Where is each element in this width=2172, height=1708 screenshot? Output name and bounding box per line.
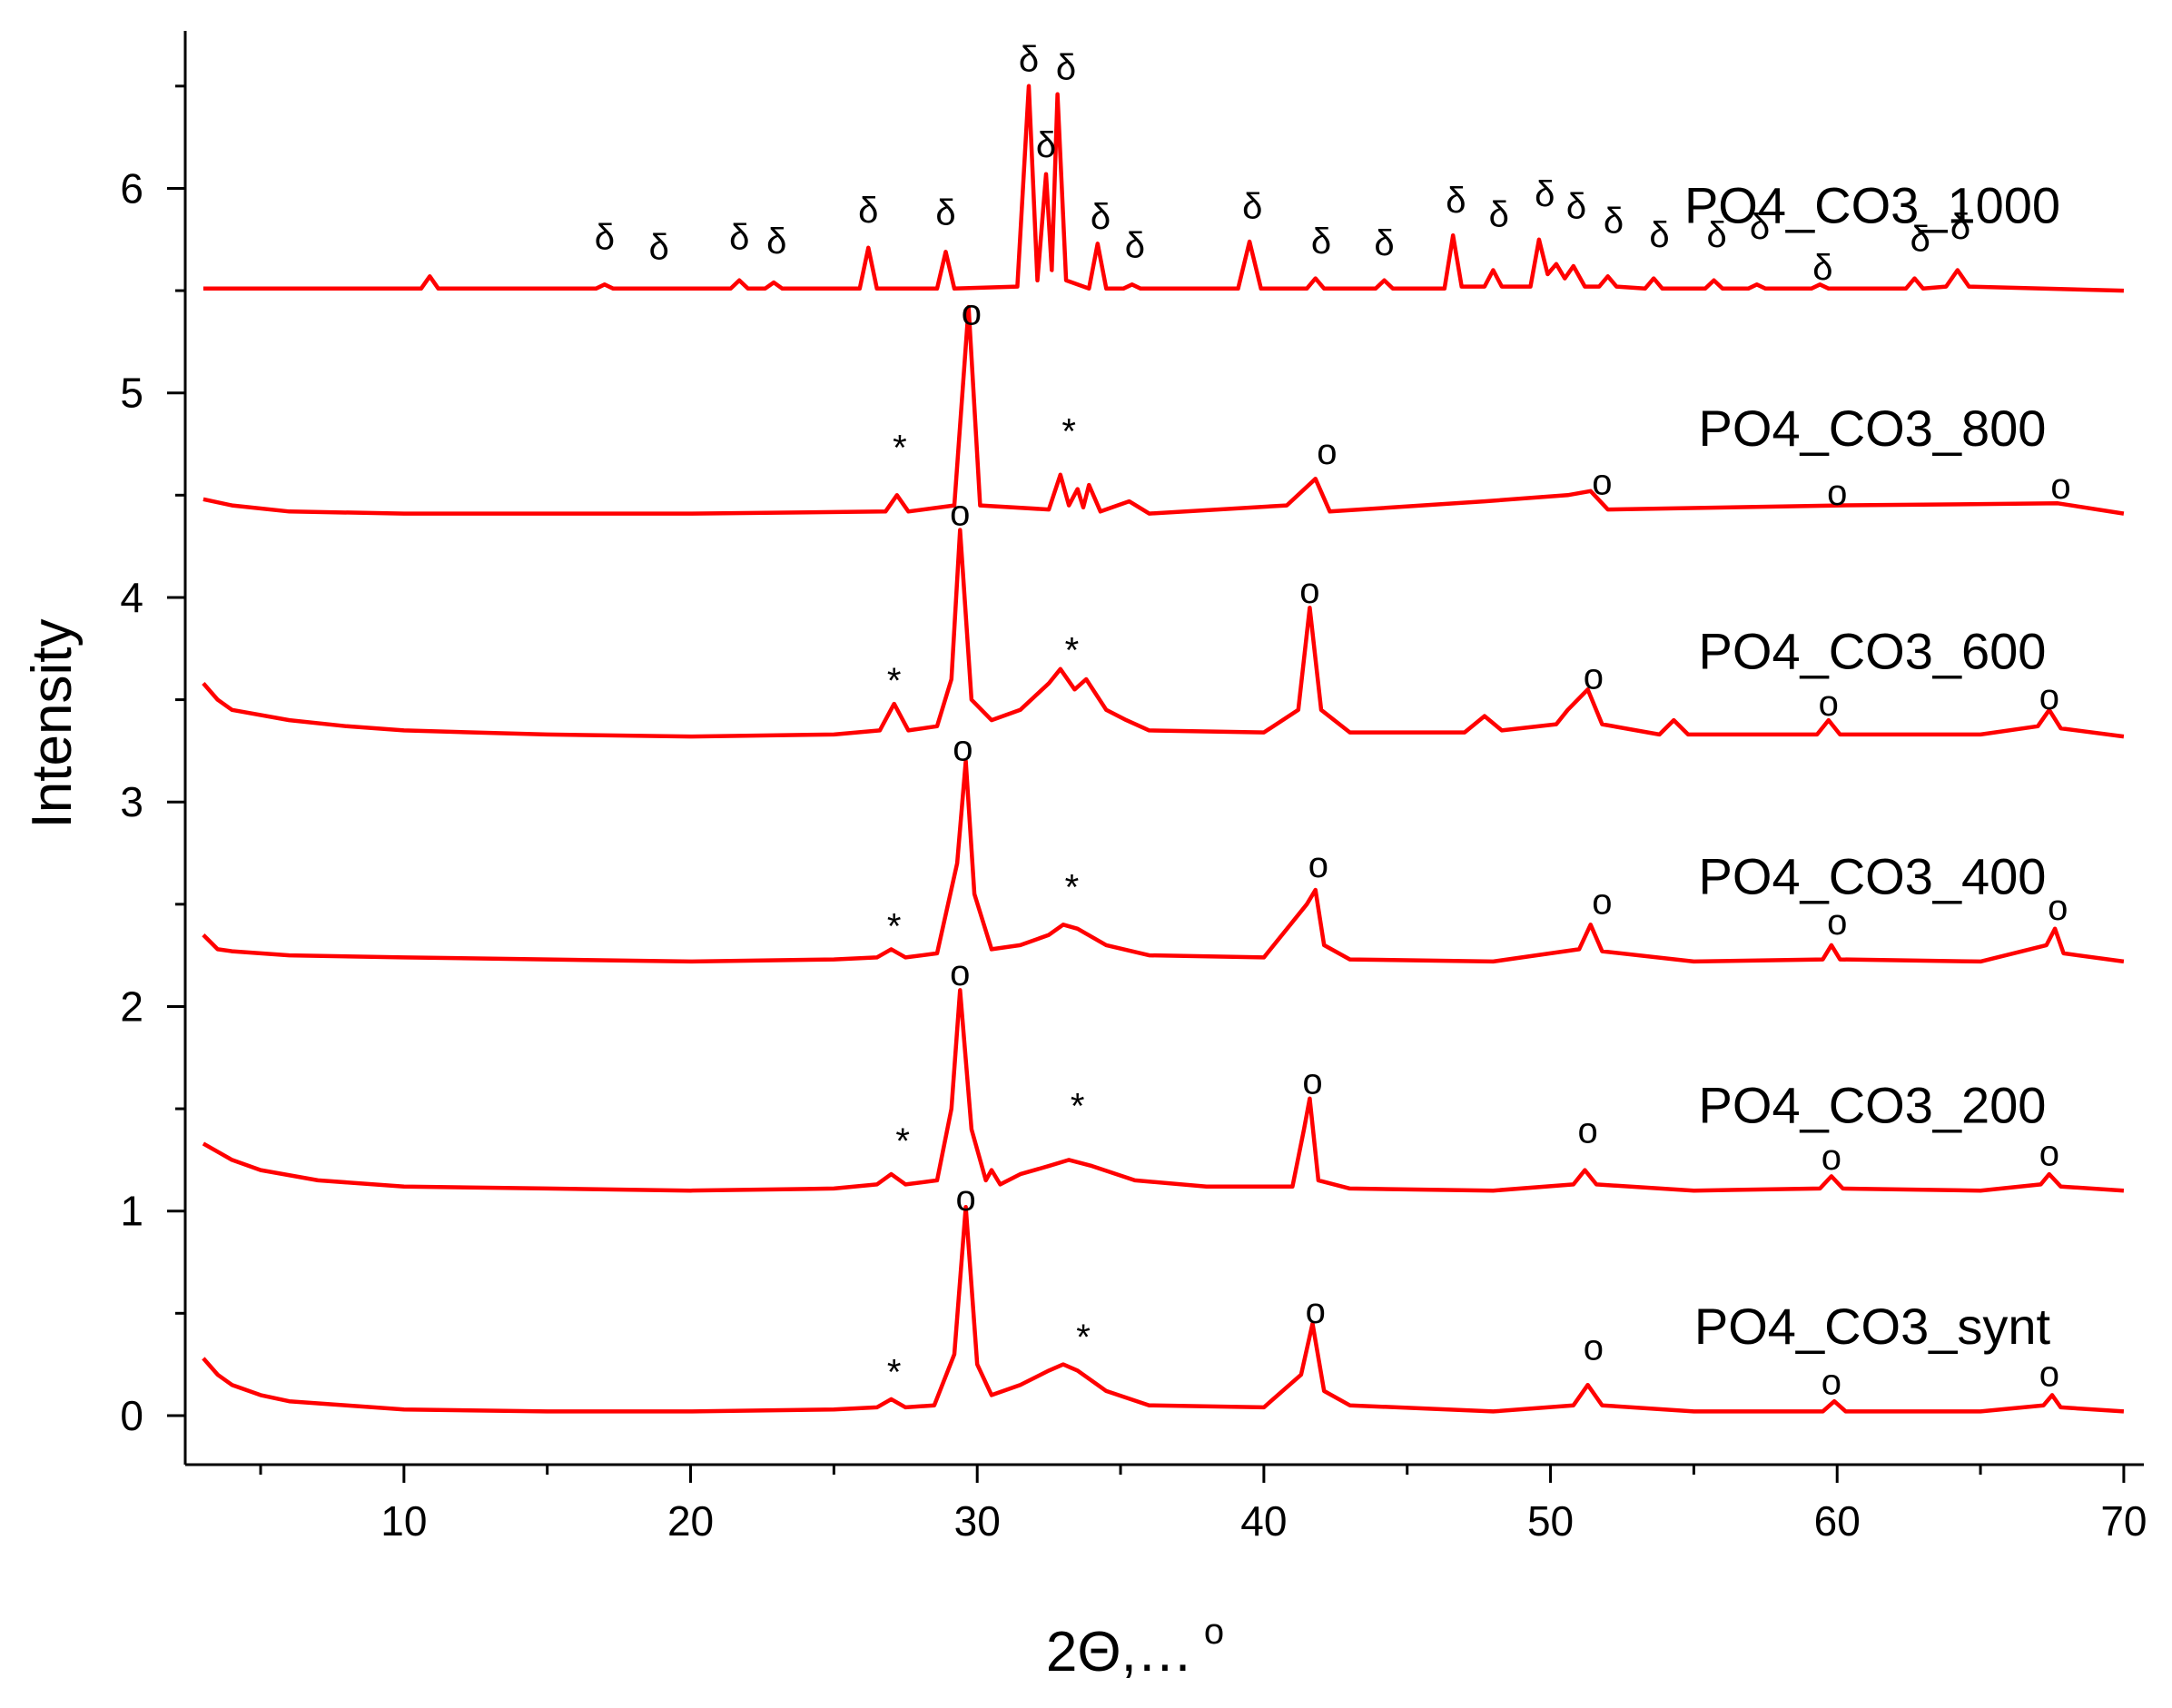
series-line [202, 988, 2125, 1193]
peak-marker: δ [1812, 248, 1832, 288]
x-axis-title-text: 2Θ,… [1046, 1621, 1193, 1683]
peak-marker: δ [1125, 225, 1145, 265]
peak-marker: * [1061, 411, 1076, 451]
peak-marker: * [895, 1121, 910, 1161]
peak-marker: * [893, 428, 907, 468]
x-tick-label: 70 [2100, 1497, 2147, 1545]
peak-marker: δ [1649, 215, 1669, 255]
peak-marker: o [1317, 432, 1337, 472]
x-tick-label: 30 [954, 1497, 1001, 1545]
series-label: PO4_CO3_1000 [1684, 176, 2060, 233]
peak-marker: * [887, 906, 902, 946]
peak-marker: δ [766, 222, 786, 262]
peak-marker: o [1822, 1138, 1841, 1178]
y-tick-label: 1 [120, 1188, 143, 1235]
series-label: PO4_CO3_400 [1699, 847, 2047, 904]
peak-marker: * [1076, 1318, 1091, 1358]
x-tick-label: 20 [667, 1497, 714, 1545]
peak-marker: o [1584, 1328, 1604, 1367]
peak-marker: o [2048, 888, 2068, 928]
peak-marker: o [1308, 845, 1328, 885]
peak-marker: o [953, 728, 972, 768]
peak-marker: δ [1036, 125, 1056, 165]
series-line [202, 304, 2125, 516]
peak-marker: δ [1489, 195, 1509, 235]
peak-marker: δ [935, 193, 955, 232]
peak-marker: o [962, 293, 982, 333]
peak-marker: δ [1242, 187, 1262, 227]
peak-marker: o [1819, 684, 1839, 724]
peak-marker: o [950, 493, 970, 533]
y-tick-label: 3 [120, 778, 143, 825]
peak-marker: o [955, 1179, 975, 1219]
x-axis-title: 2Θ,… o [1046, 1612, 1224, 1683]
peak-marker: δ [1604, 201, 1624, 241]
peak-marker: o [1577, 1111, 1597, 1151]
peak-marker: * [887, 661, 902, 701]
peak-marker: δ [1056, 47, 1076, 87]
series-line [202, 84, 2124, 293]
peak-marker: o [1584, 657, 1604, 697]
peak-marker: o [2039, 1355, 2059, 1395]
peak-marker: δ [858, 191, 878, 231]
peak-marker: o [1306, 1291, 1326, 1331]
peak-marker: o [1822, 1363, 1841, 1403]
x-axis-title-superscript: o [1204, 1612, 1224, 1652]
peak-marker: δ [1566, 187, 1586, 227]
peak-marker: * [1065, 868, 1080, 908]
series-line [202, 758, 2125, 964]
peak-marker: o [1302, 1062, 1322, 1102]
y-axis-title: Intensity [21, 619, 84, 829]
x-tick-label: 50 [1527, 1497, 1574, 1545]
peak-marker: o [1592, 463, 1612, 503]
series-label: PO4_CO3_800 [1699, 400, 2047, 457]
peak-marker: o [1299, 571, 1319, 611]
x-tick-label: 40 [1240, 1497, 1287, 1545]
y-tick-label: 0 [120, 1392, 143, 1439]
series-line [202, 1204, 2125, 1414]
y-tick-label: 2 [120, 982, 143, 1030]
x-tick-label: 60 [1814, 1497, 1861, 1545]
peak-marker: δ [1091, 197, 1111, 237]
series-label: PO4_CO3_synt [1694, 1298, 2051, 1355]
peak-marker: δ [1311, 222, 1331, 262]
peak-marker: δ [1535, 174, 1555, 214]
y-tick-label: 5 [120, 370, 143, 417]
peak-marker: o [2050, 467, 2070, 507]
peak-marker: o [1827, 903, 1847, 943]
peak-marker: o [2039, 1133, 2059, 1173]
peak-marker: δ [649, 228, 669, 268]
peak-marker: * [1071, 1087, 1085, 1127]
peak-marker: δ [1750, 207, 1770, 247]
peak-marker: o [1827, 473, 1847, 513]
peak-marker: δ [595, 217, 615, 257]
peak-marker: δ [1019, 39, 1039, 79]
series-label: PO4_CO3_600 [1699, 623, 2047, 680]
y-tick-label: 4 [120, 574, 143, 621]
peak-marker: * [887, 1352, 902, 1392]
peak-marker: δ [1910, 220, 1930, 260]
peak-marker: δ [1374, 223, 1394, 263]
series-label: PO4_CO3_200 [1699, 1077, 2047, 1134]
peak-marker: δ [1950, 207, 1970, 247]
peak-marker: δ [1707, 215, 1727, 255]
y-tick-label: 6 [120, 164, 143, 212]
peak-marker: δ [729, 217, 749, 257]
series-line [202, 528, 2125, 739]
peak-marker: o [2039, 677, 2059, 717]
peak-marker: o [950, 953, 970, 993]
x-tick-label: 10 [380, 1497, 427, 1545]
peak-marker: o [1592, 882, 1612, 922]
peak-marker: δ [1446, 181, 1466, 221]
peak-marker: * [1065, 630, 1080, 670]
